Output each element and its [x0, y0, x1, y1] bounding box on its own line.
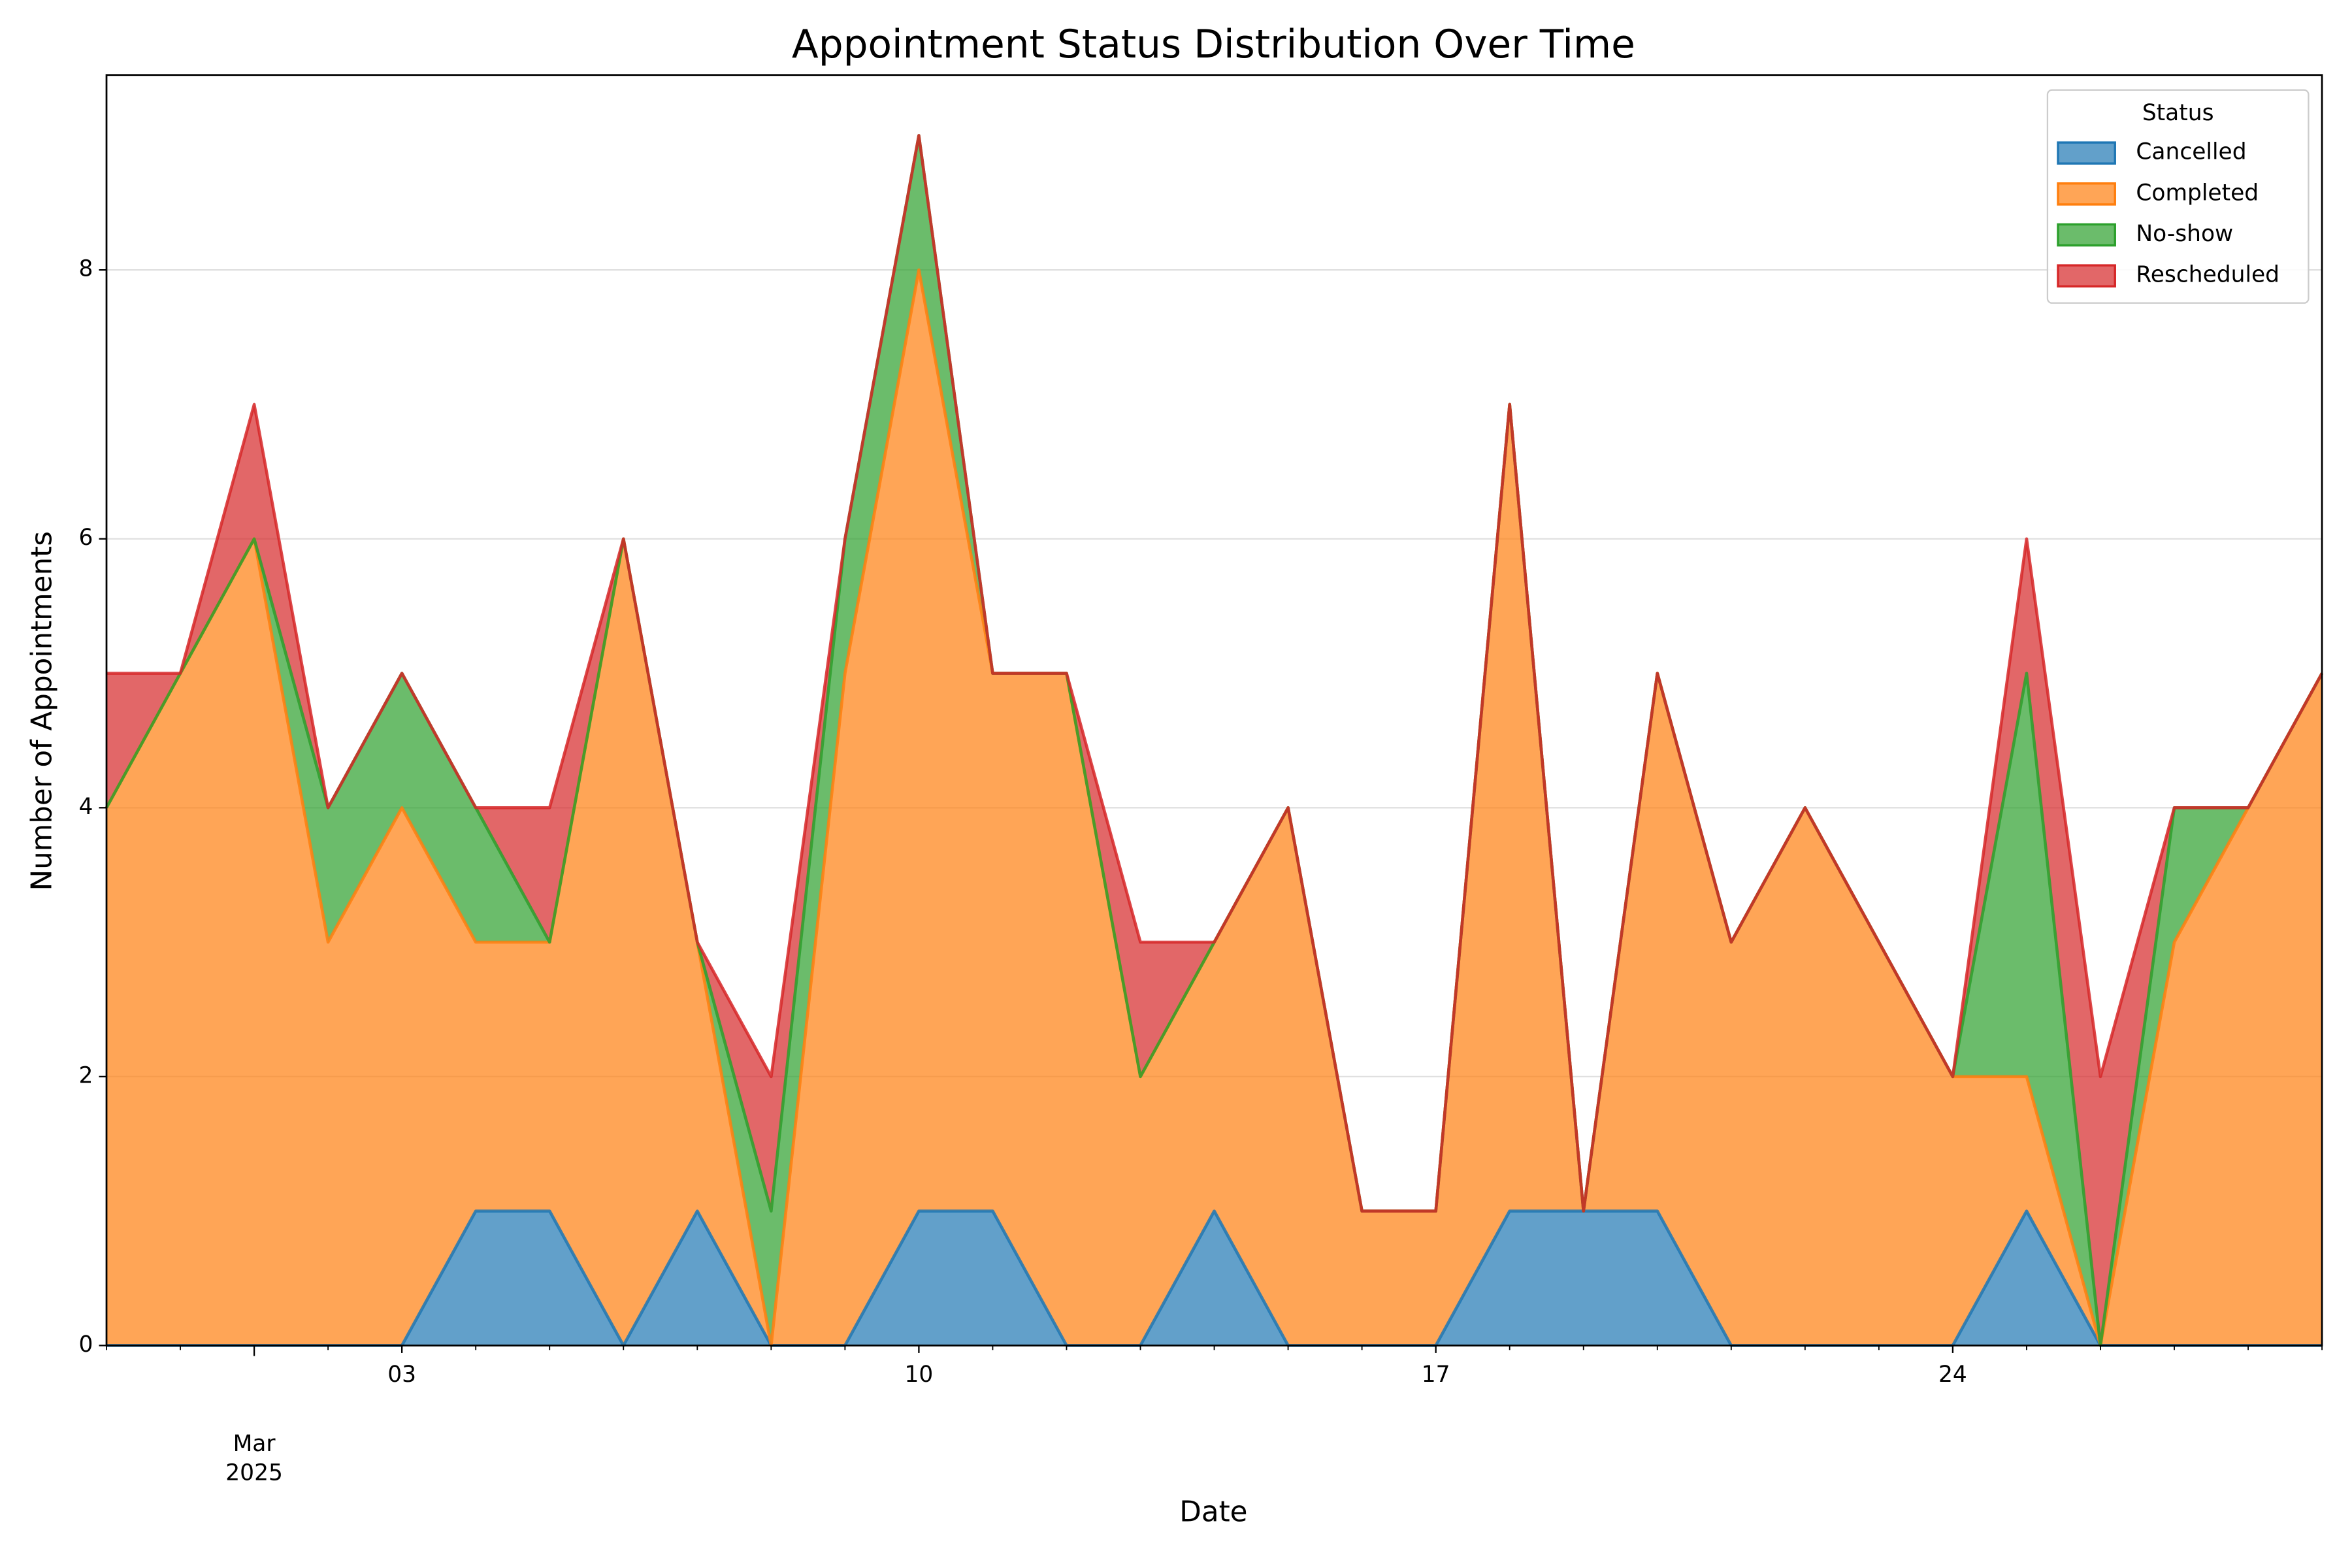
x-tick-label: 10: [904, 1362, 933, 1388]
y-axis-label: Number of Appointments: [26, 531, 59, 890]
y-tick-label: 2: [78, 1062, 93, 1088]
legend-swatch: [2057, 182, 2116, 206]
legend-label: No-show: [2136, 221, 2233, 247]
x-tick-label: 24: [1938, 1362, 1967, 1388]
chart-title: Appointment Status Distribution Over Tim…: [792, 22, 1635, 67]
x-tick-label: 17: [1422, 1362, 1450, 1388]
legend: Status Cancelled Completed No-show Reschedul…: [2046, 89, 2310, 304]
x-tick-label: Mar 2025: [225, 1430, 283, 1486]
y-tick-label: 4: [78, 794, 93, 820]
legend-title: Status: [2142, 100, 2214, 126]
area-fill: [106, 135, 2323, 1346]
legend-swatch: [2057, 264, 2116, 288]
legend-label: Rescheduled: [2136, 262, 2279, 288]
area-fill: [106, 270, 2323, 1346]
legend-label: Completed: [2136, 180, 2259, 206]
area-line: [106, 134, 2324, 1213]
x-axis-label: Date: [1179, 1496, 1247, 1529]
y-tick-label: 0: [78, 1331, 93, 1358]
x-tick-label: 03: [387, 1362, 416, 1388]
legend-swatch: [2057, 223, 2116, 247]
y-tick-label: 6: [78, 525, 93, 551]
legend-swatch: [2057, 141, 2116, 165]
legend-label: Cancelled: [2136, 139, 2246, 165]
area-fill: [106, 1211, 2323, 1346]
y-tick-label: 8: [78, 256, 93, 282]
